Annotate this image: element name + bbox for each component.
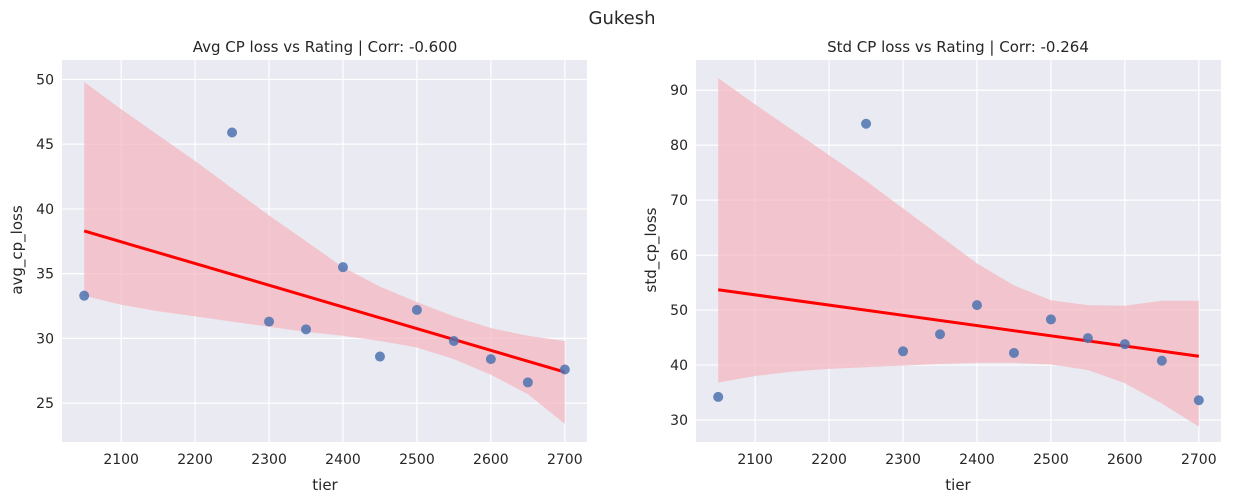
- data-point: [713, 391, 724, 402]
- data-point: [227, 127, 238, 138]
- figure-suptitle: Gukesh: [589, 8, 656, 29]
- plot-area: 2100 2200 2300 2400 2500 2600 2700 25 30 35 40 45 50: [36, 60, 587, 468]
- avg-cp-loss-panel: 2100 2200 2300 2400 2500 2600 2700 25 30 35 40 45 50…: [8, 38, 587, 494]
- x-tick-label: 2500: [1033, 452, 1069, 468]
- data-point: [1082, 333, 1093, 344]
- x-axis-label: tier: [312, 476, 338, 494]
- y-tick-label: 40: [36, 202, 54, 218]
- data-point: [1119, 339, 1130, 350]
- data-point: [559, 364, 570, 375]
- y-tick-label: 70: [670, 193, 688, 209]
- data-point: [1045, 314, 1056, 325]
- y-tick-label: 60: [670, 248, 688, 264]
- y-axis-label: avg_cp_loss: [8, 205, 27, 295]
- data-point: [301, 324, 312, 335]
- y-tick-label: 80: [670, 138, 688, 154]
- x-tick-label: 2400: [959, 452, 995, 468]
- data-point: [337, 262, 348, 273]
- y-tick-label: 50: [670, 303, 688, 319]
- y-tick-label: 90: [670, 83, 688, 99]
- y-axis-label: std_cp_loss: [642, 207, 661, 292]
- data-point: [1156, 355, 1167, 366]
- regression-line: [717, 288, 1200, 358]
- data-point: [861, 118, 872, 129]
- y-tick-label: 35: [36, 267, 54, 283]
- x-tick-label: 2100: [103, 452, 139, 468]
- x-tick-label: 2500: [399, 452, 435, 468]
- plot-area: 2100 2200 2300 2400 2500 2600 2700 30 40 50 60 70 80…: [670, 60, 1221, 468]
- x-tick-label: 2600: [473, 452, 509, 468]
- x-tick-label: 2700: [547, 452, 583, 468]
- x-tick-label: 2700: [1181, 452, 1217, 468]
- data-point: [935, 329, 946, 340]
- x-tick-label: 2300: [251, 452, 287, 468]
- y-tick-label: 30: [670, 413, 688, 429]
- data-point: [374, 351, 385, 362]
- data-point: [971, 300, 982, 311]
- data-point: [485, 354, 496, 365]
- regression-line: [83, 229, 566, 374]
- x-tick-label: 2200: [811, 452, 847, 468]
- data-point: [411, 304, 422, 315]
- y-tick-label: 40: [670, 358, 688, 374]
- std-cp-loss-panel: 2100 2200 2300 2400 2500 2600 2700 30 40 50 60 70 80…: [642, 38, 1221, 494]
- data-point: [1008, 347, 1019, 358]
- x-axis-label: tier: [945, 476, 971, 494]
- y-tick-label: 45: [36, 137, 54, 153]
- x-tick-label: 2200: [177, 452, 213, 468]
- y-tick-label: 30: [36, 331, 54, 347]
- x-tick-label: 2100: [737, 452, 773, 468]
- data-point: [522, 377, 533, 388]
- y-tick-label: 25: [36, 396, 54, 412]
- x-tick-label: 2600: [1107, 452, 1143, 468]
- panel-title: Avg CP loss vs Rating | Corr: -0.600: [193, 38, 458, 56]
- panel-title: Std CP loss vs Rating | Corr: -0.264: [827, 38, 1089, 56]
- data-point: [898, 346, 909, 357]
- data-point: [448, 335, 459, 346]
- data-point: [79, 290, 90, 301]
- x-tick-label: 2400: [325, 452, 361, 468]
- confidence-band: [84, 82, 565, 424]
- x-tick-label: 2300: [885, 452, 921, 468]
- data-point: [1193, 395, 1204, 406]
- data-point: [264, 316, 275, 327]
- y-tick-label: 50: [36, 72, 54, 88]
